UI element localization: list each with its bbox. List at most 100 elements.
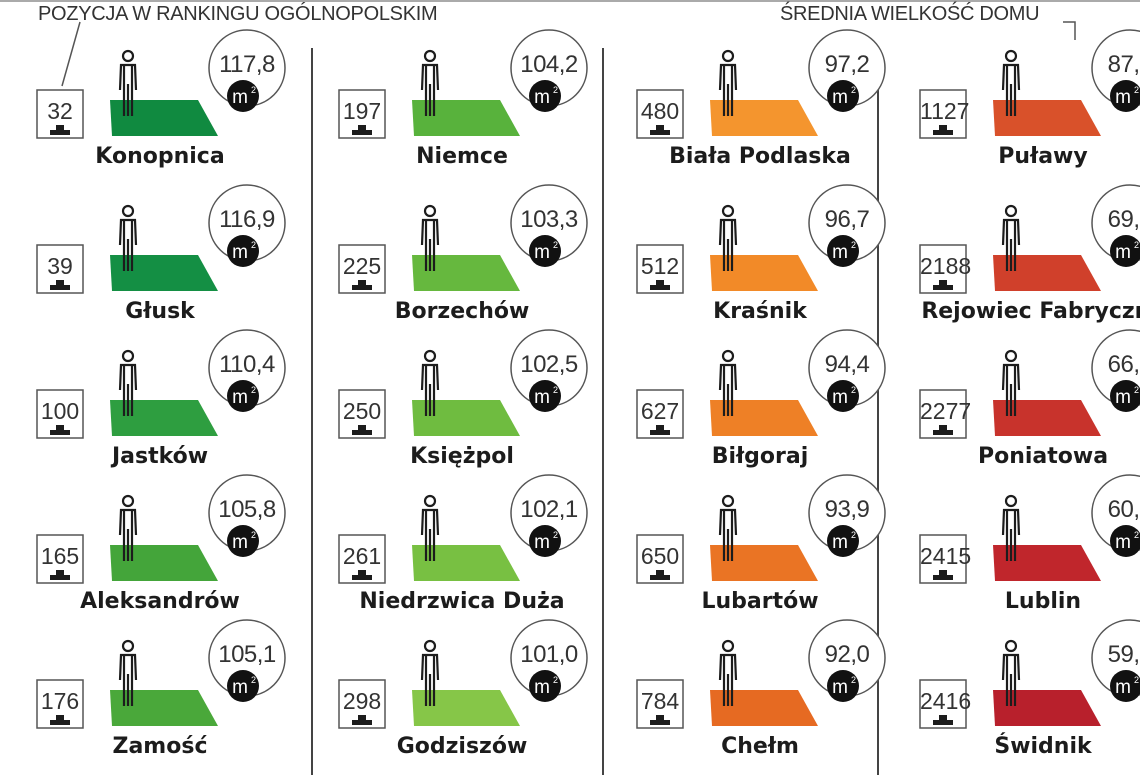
rank-pedestal [50,285,70,290]
unit-label: m [232,87,248,108]
area-value: 97,2 [824,51,870,78]
rank-pedestal-top [56,280,64,285]
rank-pedestal [352,285,372,290]
floor-area-tile [993,545,1101,581]
rank-value: 39 [47,253,73,279]
legend-rank-label: POZYCJA W RANKINGU OGÓLNOPOLSKIM [38,3,438,25]
rank-value: 250 [342,398,382,424]
area-value: 116,9 [219,206,275,233]
area-value: 94,4 [824,351,870,378]
legend-size-pointer [1063,21,1076,40]
town-name: Poniatowa [977,444,1109,469]
rank-pedestal-top [939,280,947,285]
area-value: 117,8 [219,51,275,78]
unit-badge [227,235,259,267]
unit-badge [227,80,259,112]
floor-area-tile [710,100,818,136]
floor-area-tile [993,255,1101,291]
rank-pedestal-top [939,570,947,575]
unit-label: m [534,532,550,553]
rank-box [36,389,84,439]
unit-label: m [832,387,848,408]
area-value: 96,7 [824,206,870,233]
area-value: 69,7 [1107,206,1140,233]
unit-badge [529,670,561,702]
area-value: 101,0 [520,641,578,668]
unit-superscript: 2 [1134,530,1139,540]
rank-pedestal-top [656,425,664,430]
rank-pedestal [50,130,70,135]
unit-superscript: 2 [251,675,256,685]
area-value: 93,9 [824,496,870,523]
rank-pedestal [352,575,372,580]
floor-area-tile [412,545,520,581]
rank-value: 784 [640,688,680,714]
floor-area-tile [710,400,818,436]
rank-value: 650 [640,543,680,569]
floor-area-tile [412,255,520,291]
rank-pedestal [50,720,70,725]
town-name: Kraśnik [713,299,807,324]
unit-superscript: 2 [251,85,256,95]
rank-value: 165 [40,543,80,569]
person-icon [118,204,138,271]
area-value: 60,0 [1107,496,1140,523]
floor-area-tile [110,690,218,726]
unit-label: m [232,677,248,698]
rank-value: 480 [640,98,680,124]
unit-label: m [534,242,550,263]
rank-pedestal [933,430,953,435]
rank-pedestal-top [358,570,366,575]
unit-badge [827,525,859,557]
rank-value: 1127 [920,98,970,124]
area-value: 92,0 [824,641,870,668]
unit-label: m [832,242,848,263]
unit-superscript: 2 [553,675,558,685]
rank-pedestal [933,285,953,290]
rank-value: 512 [640,253,680,279]
rank-pedestal [650,430,670,435]
rank-pedestal-top [56,125,64,130]
town-name: Rejowiec Fabryczny [921,299,1140,324]
area-value: 104,2 [520,51,578,78]
rank-value: 627 [640,398,680,424]
floor-area-tile [110,400,218,436]
area-value: 102,5 [520,351,578,378]
rank-pedestal-top [56,715,64,720]
person-icon [118,49,138,116]
floor-area-tile [993,690,1101,726]
unit-badge [1110,670,1140,702]
unit-badge [827,670,859,702]
unit-badge [827,235,859,267]
town-name: Biała Podlaska [669,144,851,169]
rank-pedestal [352,430,372,435]
unit-superscript: 2 [1134,240,1139,250]
rank-pedestal [50,430,70,435]
person-icon [420,494,440,561]
rank-pedestal-top [939,715,947,720]
town-name: Zamość [112,734,208,759]
unit-label: m [832,87,848,108]
rank-pedestal-top [939,425,947,430]
rank-box [338,244,386,294]
floor-area-tile [412,690,520,726]
rank-pedestal [352,130,372,135]
unit-badge [529,235,561,267]
rank-pedestal [50,575,70,580]
rank-pedestal-top [656,570,664,575]
area-value: 59,9 [1107,641,1140,668]
unit-badge [1110,525,1140,557]
unit-badge [1110,235,1140,267]
unit-superscript: 2 [851,530,856,540]
rank-pedestal-top [358,125,366,130]
unit-superscript: 2 [553,530,558,540]
town-name: Niedrzwica Duża [359,589,565,614]
floor-area-tile [412,100,520,136]
rank-value: 261 [342,543,382,569]
town-name: Chełm [721,734,799,759]
person-icon [1001,494,1021,561]
person-icon [718,204,738,271]
rank-pedestal-top [56,570,64,575]
rank-box [919,679,967,729]
